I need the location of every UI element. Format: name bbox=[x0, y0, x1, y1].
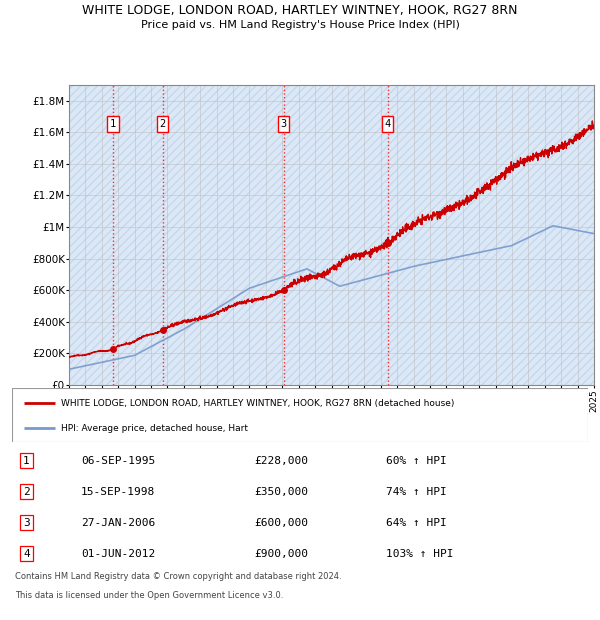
Text: 4: 4 bbox=[23, 549, 30, 559]
Text: Contains HM Land Registry data © Crown copyright and database right 2024.: Contains HM Land Registry data © Crown c… bbox=[15, 572, 341, 582]
Text: This data is licensed under the Open Government Licence v3.0.: This data is licensed under the Open Gov… bbox=[15, 591, 283, 600]
Text: £350,000: £350,000 bbox=[254, 487, 308, 497]
Text: 3: 3 bbox=[280, 119, 287, 129]
Text: 1: 1 bbox=[23, 456, 30, 466]
Text: 01-JUN-2012: 01-JUN-2012 bbox=[81, 549, 155, 559]
Text: 74% ↑ HPI: 74% ↑ HPI bbox=[386, 487, 447, 497]
Text: HPI: Average price, detached house, Hart: HPI: Average price, detached house, Hart bbox=[61, 423, 248, 433]
Text: £228,000: £228,000 bbox=[254, 456, 308, 466]
Text: WHITE LODGE, LONDON ROAD, HARTLEY WINTNEY, HOOK, RG27 8RN: WHITE LODGE, LONDON ROAD, HARTLEY WINTNE… bbox=[82, 4, 518, 17]
Text: 3: 3 bbox=[23, 518, 30, 528]
Text: £900,000: £900,000 bbox=[254, 549, 308, 559]
Text: 1: 1 bbox=[110, 119, 116, 129]
Text: 60% ↑ HPI: 60% ↑ HPI bbox=[386, 456, 447, 466]
Text: Price paid vs. HM Land Registry's House Price Index (HPI): Price paid vs. HM Land Registry's House … bbox=[140, 20, 460, 30]
Text: 4: 4 bbox=[385, 119, 391, 129]
Text: 64% ↑ HPI: 64% ↑ HPI bbox=[386, 518, 447, 528]
Text: 103% ↑ HPI: 103% ↑ HPI bbox=[386, 549, 454, 559]
Text: WHITE LODGE, LONDON ROAD, HARTLEY WINTNEY, HOOK, RG27 8RN (detached house): WHITE LODGE, LONDON ROAD, HARTLEY WINTNE… bbox=[61, 399, 454, 408]
Text: 2: 2 bbox=[160, 119, 166, 129]
FancyBboxPatch shape bbox=[12, 388, 588, 442]
Text: 2: 2 bbox=[23, 487, 30, 497]
Text: 15-SEP-1998: 15-SEP-1998 bbox=[81, 487, 155, 497]
Text: £600,000: £600,000 bbox=[254, 518, 308, 528]
Text: 27-JAN-2006: 27-JAN-2006 bbox=[81, 518, 155, 528]
Text: 06-SEP-1995: 06-SEP-1995 bbox=[81, 456, 155, 466]
